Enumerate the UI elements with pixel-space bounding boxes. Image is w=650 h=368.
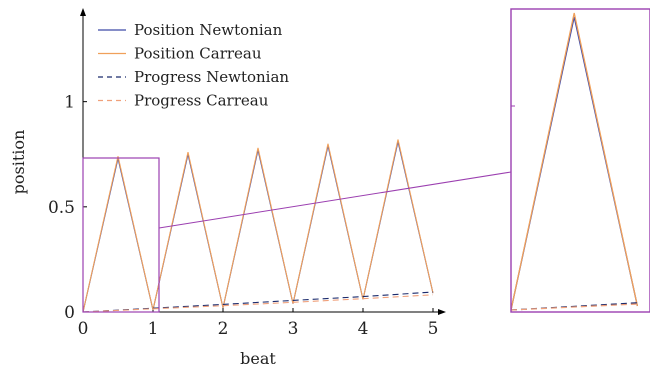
series-line-3 xyxy=(82,294,434,313)
legend-label-1: Position Carreau xyxy=(134,45,262,63)
legend-label-2: Progress Newtonian xyxy=(134,68,289,86)
x-tick-label: 4 xyxy=(358,319,369,339)
y-tick-label: 1 xyxy=(64,93,75,113)
zoom-connector-line xyxy=(158,171,512,229)
x-axis-arrow xyxy=(438,309,446,315)
series-line-1 xyxy=(82,139,434,313)
inset-series-line-1 xyxy=(511,12,639,311)
x-axis-title: beat xyxy=(240,349,276,368)
y-tick-label: 0.5 xyxy=(48,198,75,218)
zoom-source-frame xyxy=(82,157,160,313)
inset-series-line-0 xyxy=(511,16,639,311)
zoom-inset-frame xyxy=(510,8,650,313)
y-tick-label: 0 xyxy=(64,303,75,323)
y-axis-arrow xyxy=(80,8,86,16)
x-tick-label: 1 xyxy=(148,319,159,339)
series-line-0 xyxy=(82,141,434,313)
legend-label-0: Position Newtonian xyxy=(134,21,283,39)
x-tick-label: 0 xyxy=(78,319,89,339)
series-layer xyxy=(82,139,434,313)
x-tick-label: 3 xyxy=(288,319,299,339)
y-axis-title: position xyxy=(9,130,28,195)
legend: Position Newtonian Position Carreau Progre… xyxy=(98,21,289,110)
zoom-inset xyxy=(511,12,639,311)
inset-series-line-3 xyxy=(511,303,638,311)
x-tick-label: 2 xyxy=(218,319,229,339)
ticks: 0 1 2 3 4 5 0 0.5 1 xyxy=(48,93,438,339)
legend-label-3: Progress Carreau xyxy=(134,92,269,110)
x-tick-label: 5 xyxy=(428,319,439,339)
series-line-2 xyxy=(82,291,434,313)
